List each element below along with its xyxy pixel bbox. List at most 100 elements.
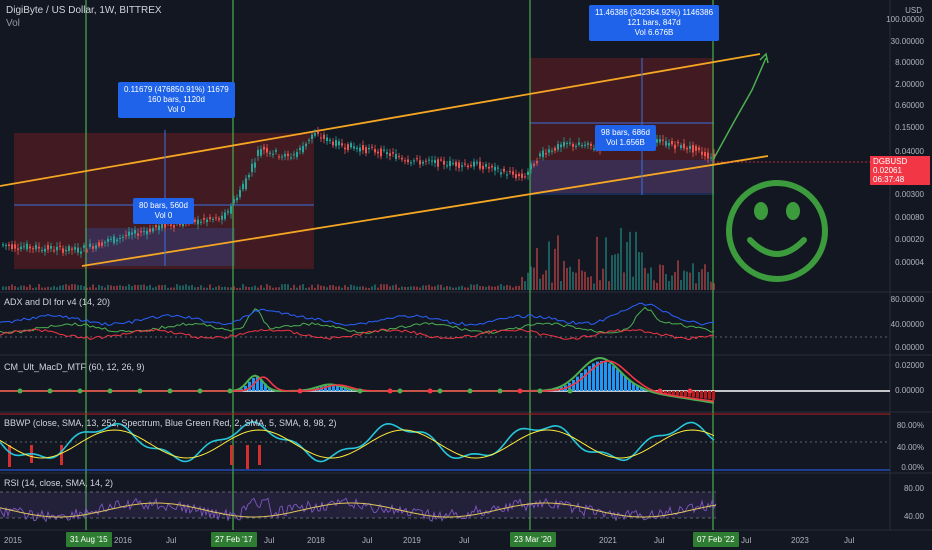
- volume-bar: [188, 285, 190, 290]
- candle-body: [662, 139, 664, 141]
- volume-bar: [638, 252, 640, 290]
- pane-title-bbwp[interactable]: BBWP (close, SMA, 13, 252, Spectrum, Blu…: [4, 418, 337, 428]
- candle-body: [203, 218, 205, 220]
- candle-body: [455, 161, 457, 167]
- macd-histogram-bar: [704, 391, 707, 399]
- measure-label[interactable]: 80 bars, 560d Vol 0: [133, 198, 194, 224]
- volume-bar: [8, 285, 10, 290]
- candle-body: [104, 242, 106, 244]
- volume-bar: [512, 287, 514, 290]
- macd-cross-dot: [357, 388, 363, 394]
- volume-bar: [371, 286, 373, 290]
- candle-body: [497, 167, 499, 169]
- date-marker[interactable]: 23 Mar '20: [510, 532, 556, 547]
- date-marker[interactable]: 31 Aug '15: [66, 532, 112, 547]
- candle-body: [383, 149, 385, 151]
- volume-bar: [236, 287, 238, 290]
- price-tick: 2.00000: [895, 80, 924, 89]
- date-marker[interactable]: 27 Feb '17: [211, 532, 257, 547]
- candle-body: [659, 139, 661, 143]
- volume-bar: [578, 259, 580, 290]
- volume-bar: [113, 286, 115, 290]
- volume-bar: [173, 287, 175, 290]
- volume-bar: [260, 285, 262, 290]
- candle-body: [371, 146, 373, 148]
- volume-bar: [590, 276, 592, 290]
- volume-bar: [224, 286, 226, 290]
- volume-bar: [440, 284, 442, 290]
- measure-label-line: Vol 0: [167, 105, 186, 114]
- candle-body: [434, 159, 436, 164]
- candle-body: [86, 250, 88, 252]
- candle-body: [194, 219, 196, 223]
- volume-bar: [623, 272, 625, 290]
- candle-body: [575, 145, 577, 147]
- measure-label-line: 121 bars, 847d: [627, 18, 681, 27]
- pane-title-adx[interactable]: ADX and DI for v4 (14, 20): [4, 297, 111, 307]
- candle-body: [509, 171, 511, 173]
- measure-label[interactable]: 0.11679 (476850.91%) 11679 160 bars, 1120…: [118, 82, 235, 118]
- volume-bar: [431, 286, 433, 290]
- date-marker[interactable]: 07 Feb '22: [693, 532, 739, 547]
- measure-label-line: 11.46386 (342364.92%) 1146386: [595, 8, 714, 17]
- volume-bar: [227, 287, 229, 290]
- candle-body: [344, 147, 346, 150]
- candle-body: [11, 244, 13, 250]
- candle-body: [521, 173, 523, 178]
- pane-title-macd[interactable]: CM_Ult_MacD_MTF (60, 12, 26, 9): [4, 362, 145, 372]
- pane-tick: 0.00%: [901, 463, 924, 472]
- measure-label[interactable]: 11.46386 (342364.92%) 1146386 121 bars, 8…: [589, 5, 720, 41]
- candle-body: [269, 152, 271, 154]
- volume-bar: [317, 284, 319, 290]
- volume-bar: [152, 287, 154, 290]
- x-axis-tick: Jul: [166, 536, 177, 545]
- volume-bar: [62, 285, 64, 290]
- volume-bar: [347, 286, 349, 290]
- candle-body: [146, 230, 148, 235]
- candle-body: [77, 247, 79, 253]
- candle-body: [449, 160, 451, 167]
- candle-body: [242, 183, 244, 190]
- symbol-title[interactable]: DigiByte / US Dollar, 1W, BITTREX: [6, 5, 162, 16]
- volume-bar: [698, 272, 700, 290]
- x-axis-tick: Jul: [741, 536, 752, 545]
- volume-bar: [524, 281, 526, 290]
- volume-bar: [11, 284, 13, 290]
- volume-bar: [155, 286, 157, 290]
- candle-body: [410, 162, 412, 164]
- candle-body: [14, 244, 16, 249]
- candle-body: [656, 139, 658, 143]
- volume-bar: [572, 271, 574, 290]
- macd-cross-dot: [567, 388, 573, 394]
- candle-body: [413, 160, 415, 162]
- candle-body: [584, 144, 586, 146]
- volume-bar: [644, 267, 646, 290]
- macd-histogram-bar: [624, 376, 627, 391]
- volume-bar: [560, 281, 562, 290]
- candle-body: [593, 148, 595, 150]
- volume-bar: [146, 286, 148, 290]
- candle-body: [245, 178, 247, 190]
- macd-histogram-bar: [696, 391, 699, 398]
- candle-body: [128, 231, 130, 236]
- macd-histogram-bar: [580, 372, 583, 391]
- volume-bar: [413, 286, 415, 290]
- macd-histogram-bar: [584, 369, 587, 391]
- candle-body: [335, 140, 337, 147]
- volume-bar: [308, 287, 310, 290]
- candle-body: [92, 246, 94, 249]
- volume-bar: [266, 284, 268, 290]
- candle-body: [56, 246, 58, 251]
- chart-header: DigiByte / US Dollar, 1W, BITTREX Vol: [6, 4, 162, 30]
- rsi-line: [0, 497, 717, 523]
- candle-body: [689, 145, 691, 149]
- volume-bar: [95, 287, 97, 290]
- measure-label[interactable]: 98 bars, 686d Vol 1.656B: [595, 125, 656, 151]
- candle-body: [5, 245, 7, 247]
- pane-title-rsi[interactable]: RSI (14, close, SMA, 14, 2): [4, 478, 114, 488]
- volume-label[interactable]: Vol: [6, 18, 20, 29]
- volume-bar: [662, 265, 664, 290]
- candle-body: [476, 162, 478, 164]
- candle-body: [464, 163, 466, 165]
- candle-body: [545, 153, 547, 155]
